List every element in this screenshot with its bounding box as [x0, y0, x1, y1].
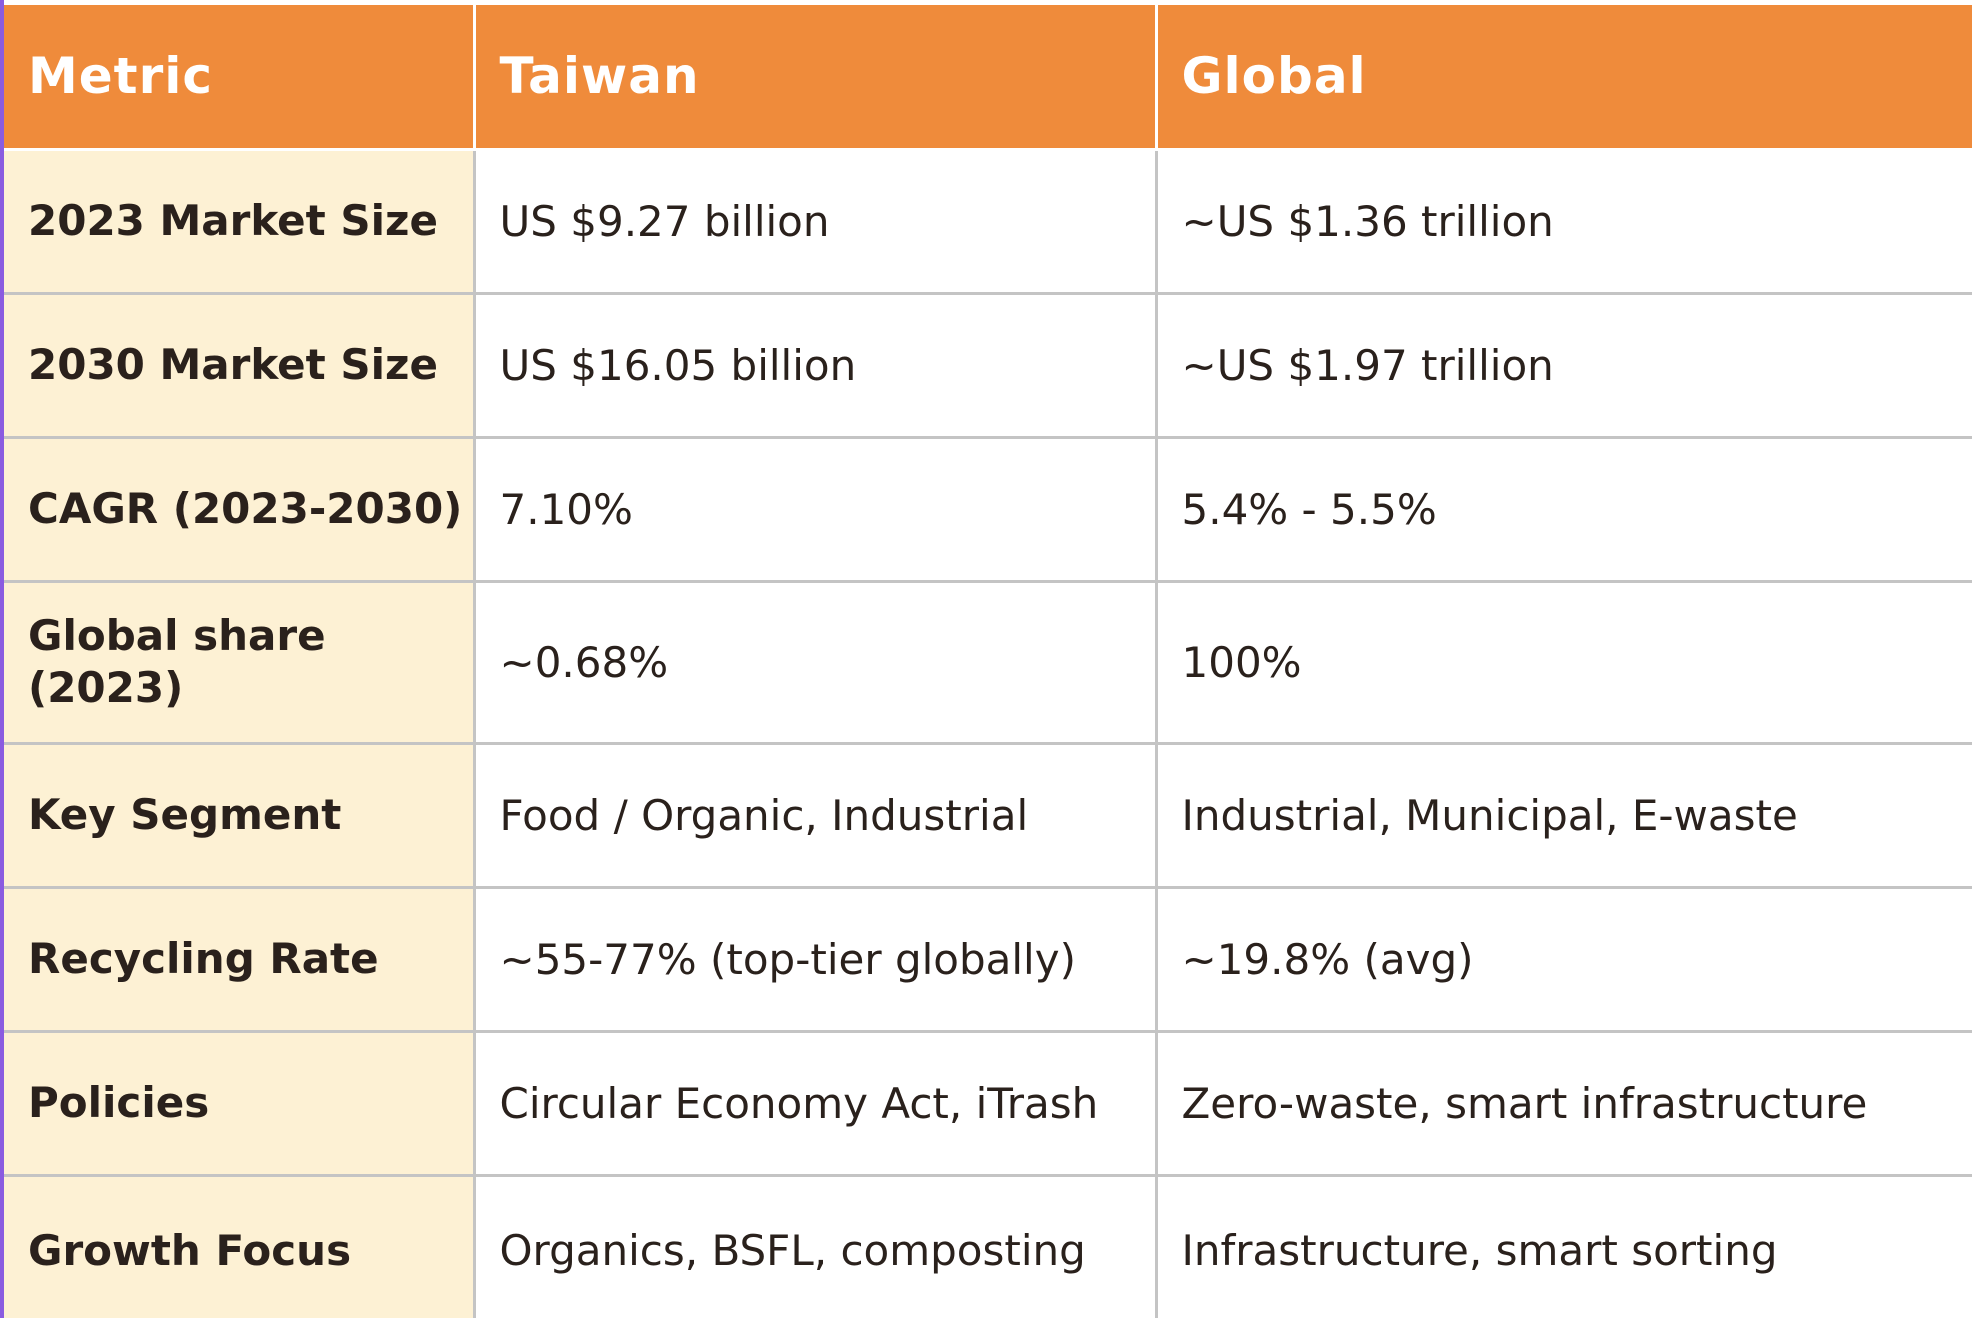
taiwan-cell: 7.10% — [472, 435, 1158, 583]
global-cell: Infrastructure, smart sorting — [1154, 1173, 1972, 1318]
comparison-table: Metric Taiwan Global 2023 Market Size US… — [4, 5, 1972, 1318]
table-row: CAGR (2023-2030) 7.10% 5.4% - 5.5% — [4, 435, 1972, 583]
taiwan-cell: Organics, BSFL, composting — [472, 1173, 1158, 1318]
table-row: Policies Circular Economy Act, iTrash Ze… — [4, 1029, 1972, 1177]
table-row: 2030 Market Size US $16.05 billion ~US $… — [4, 291, 1972, 439]
header-taiwan: Taiwan — [472, 5, 1158, 151]
left-accent-rule — [0, 0, 4, 1318]
taiwan-cell: Food / Organic, Industrial — [472, 741, 1158, 889]
global-cell: ~US $1.97 trillion — [1154, 291, 1972, 439]
global-cell: 5.4% - 5.5% — [1154, 435, 1972, 583]
global-cell: ~19.8% (avg) — [1154, 885, 1972, 1033]
metric-cell: Global share (2023) — [4, 579, 476, 745]
global-cell: Zero-waste, smart infrastructure — [1154, 1029, 1972, 1177]
metric-cell: Recycling Rate — [4, 885, 476, 1033]
global-cell: Industrial, Municipal, E-waste — [1154, 741, 1972, 889]
taiwan-cell: Circular Economy Act, iTrash — [472, 1029, 1158, 1177]
taiwan-cell: ~55-77% (top-tier globally) — [472, 885, 1158, 1033]
global-cell: ~US $1.36 trillion — [1154, 147, 1972, 295]
table-header: Metric Taiwan Global — [4, 5, 1972, 151]
metric-cell: Policies — [4, 1029, 476, 1177]
header-metric: Metric — [4, 5, 476, 151]
header-row: Metric Taiwan Global — [4, 5, 1972, 151]
table-row: Global share (2023) ~0.68% 100% — [4, 579, 1972, 745]
metric-cell: 2023 Market Size — [4, 147, 476, 295]
table-row: Recycling Rate ~55-77% (top-tier globall… — [4, 885, 1972, 1033]
table-row: Key Segment Food / Organic, Industrial I… — [4, 741, 1972, 889]
metric-cell: CAGR (2023-2030) — [4, 435, 476, 583]
table-row: Growth Focus Organics, BSFL, composting … — [4, 1173, 1972, 1318]
header-global: Global — [1154, 5, 1972, 151]
metric-cell: Key Segment — [4, 741, 476, 889]
metric-cell: 2030 Market Size — [4, 291, 476, 439]
taiwan-cell: ~0.68% — [472, 579, 1158, 745]
table-row: 2023 Market Size US $9.27 billion ~US $1… — [4, 147, 1972, 295]
global-cell: 100% — [1154, 579, 1972, 745]
metric-cell: Growth Focus — [4, 1173, 476, 1318]
taiwan-cell: US $16.05 billion — [472, 291, 1158, 439]
taiwan-cell: US $9.27 billion — [472, 147, 1158, 295]
table-body: 2023 Market Size US $9.27 billion ~US $1… — [4, 147, 1972, 1318]
